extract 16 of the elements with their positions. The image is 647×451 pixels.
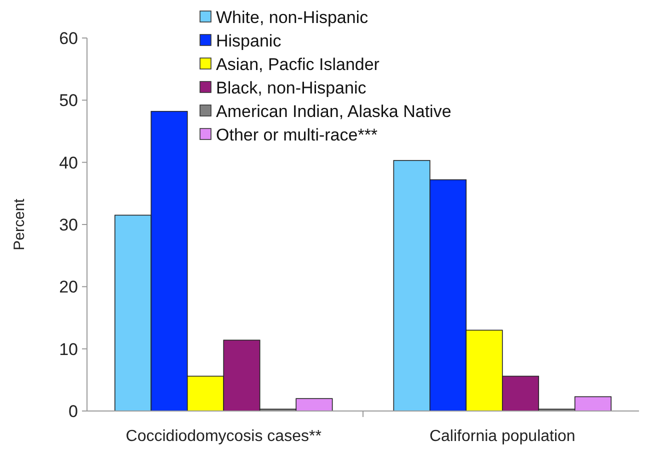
legend-label: Asian, Pacfic Islander [216,54,380,74]
legend-label: Other or multi-race*** [216,125,378,144]
y-tick-label: 50 [59,91,78,110]
x-tick-label: California population [429,428,576,445]
legend-label: Hispanic [216,31,282,50]
y-tick-label: 20 [59,278,78,297]
y-tick-label: 0 [68,402,78,421]
y-axis-title: Percent [11,198,28,250]
legend-label: American Indian, Alaska Native [216,102,452,121]
legend-label: Black, non-Hispanic [216,78,367,98]
y-tick-label: 30 [59,215,78,234]
legend-label: White, non-Hispanic [216,8,369,27]
y-tick-label: 10 [59,340,78,359]
y-tick-label: 60 [59,28,78,48]
y-tick-label: 40 [59,153,78,172]
x-tick-label: Coccidiodomycosis cases** [126,428,322,445]
